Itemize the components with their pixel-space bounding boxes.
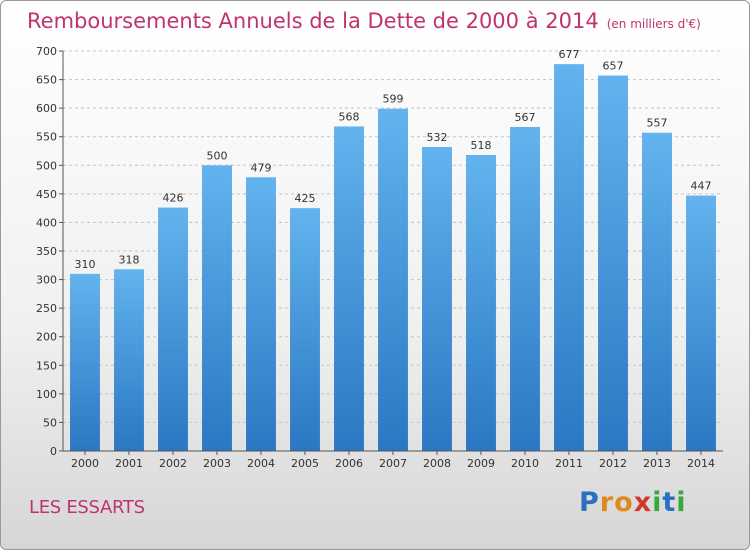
x-tick-label: 2012	[599, 457, 627, 470]
x-tick-label: 2003	[203, 457, 231, 470]
y-tick-label: 100	[36, 388, 57, 401]
data-label: 518	[471, 139, 492, 152]
x-tick-label: 2004	[247, 457, 275, 470]
y-tick-label: 650	[36, 74, 57, 87]
bar	[334, 126, 364, 451]
bar	[114, 269, 144, 451]
bar	[378, 108, 408, 451]
data-labels: 310 318 426 500 479 425 568 599 532 518 567 677 657 5…	[75, 48, 712, 271]
y-tick-label: 450	[36, 188, 57, 201]
bar	[554, 64, 584, 451]
data-label: 310	[75, 258, 96, 271]
bar	[686, 195, 716, 451]
data-label: 657	[603, 60, 624, 73]
bar	[422, 147, 452, 451]
logo-letter: r	[599, 487, 615, 518]
x-tick-label: 2002	[159, 457, 187, 470]
bar	[70, 273, 100, 451]
x-tick-label: 2007	[379, 457, 407, 470]
logo-letter: o	[614, 487, 634, 518]
data-label: 557	[647, 117, 668, 130]
logo-letter: i	[676, 487, 687, 518]
y-tick-label: 400	[36, 216, 57, 229]
x-tick-label: 2010	[511, 457, 539, 470]
x-tick-label: 2006	[335, 457, 363, 470]
y-tick-label: 600	[36, 102, 57, 115]
x-tick-label: 2005	[291, 457, 319, 470]
bar	[466, 155, 496, 451]
data-label: 479	[251, 161, 272, 174]
y-axis: 0 50 100 150 200 250 300 350 400 450 500 550 600 650 7…	[36, 45, 64, 458]
data-label: 568	[339, 110, 360, 123]
y-tick-label: 550	[36, 131, 57, 144]
bar	[642, 132, 672, 451]
data-label: 500	[207, 149, 228, 162]
y-tick-label: 300	[36, 274, 57, 287]
y-tick-label: 0	[50, 445, 57, 458]
commune-name: LES ESSARTS	[29, 497, 145, 518]
chart-title: Remboursements Annuels de la Dette de 20…	[27, 9, 701, 33]
x-tick-label: 2009	[467, 457, 495, 470]
y-tick-label: 50	[43, 416, 57, 429]
title-text: Remboursements Annuels de la Dette de 20…	[27, 9, 599, 33]
x-tick-label: 2014	[687, 457, 715, 470]
logo-letter: x	[633, 487, 653, 518]
data-label: 532	[427, 131, 448, 144]
data-label: 599	[383, 93, 404, 106]
x-tick-label: 2001	[115, 457, 143, 470]
x-tick-label: 2011	[555, 457, 583, 470]
y-tick-label: 250	[36, 302, 57, 315]
y-tick-label: 350	[36, 245, 57, 258]
bar	[510, 127, 540, 451]
data-label: 318	[119, 253, 140, 266]
y-tick-label: 500	[36, 159, 57, 172]
bars	[70, 64, 716, 452]
bar	[598, 75, 628, 452]
x-tick-label: 2008	[423, 457, 451, 470]
logo-letter: i	[652, 487, 663, 518]
proxiti-logo: Proxiti	[579, 487, 687, 518]
data-label: 425	[295, 192, 316, 205]
data-label: 426	[163, 192, 184, 205]
x-axis: 2000 2001 2002 2003 2004 2005 2006 2007 2008 2009…	[63, 450, 723, 470]
data-label: 677	[559, 48, 580, 61]
x-tick-label: 2000	[71, 457, 99, 470]
logo-letter: t	[662, 487, 677, 518]
x-tick-label: 2013	[643, 457, 671, 470]
y-tick-label: 200	[36, 331, 57, 344]
title-unit: (en milliers d'€)	[606, 17, 701, 31]
logo-letter: P	[579, 487, 600, 518]
data-label: 447	[691, 180, 712, 193]
bar	[290, 208, 320, 451]
bar	[246, 177, 276, 452]
y-tick-label: 150	[36, 359, 57, 372]
y-tick-label: 700	[36, 45, 57, 58]
bar	[158, 207, 188, 451]
data-label: 567	[515, 111, 536, 124]
bar	[202, 165, 232, 452]
